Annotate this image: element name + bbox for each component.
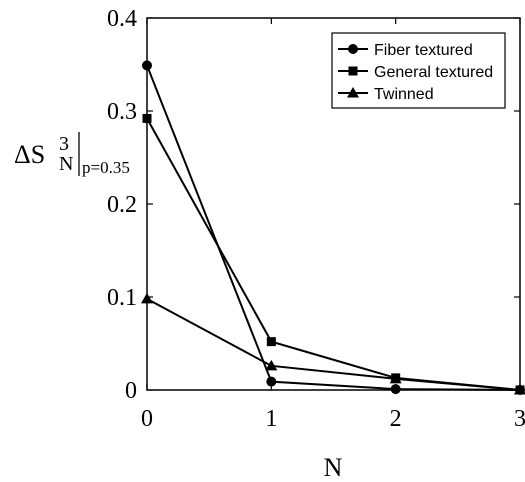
series-layer [141, 60, 525, 395]
legend-item-general-textured: General textured [338, 64, 493, 81]
legend-label: Twinned [374, 86, 434, 103]
data-point-general-textured [266, 337, 276, 347]
y-axis-ticks: 0 0.1 0.2 0.3 0.4 [107, 6, 520, 404]
series-line-twinned [146, 297, 521, 391]
legend: Fiber textured General textured Twinned [331, 32, 506, 109]
y-axis-label: ΔS 3 N p=0.35 [14, 132, 130, 177]
legend-marker [348, 44, 358, 54]
legend-item-fiber-textured: Fiber textured [338, 42, 473, 59]
y-tick-label: 0.3 [107, 99, 137, 125]
y-tick-label: 0 [125, 378, 137, 404]
y-axis-label-superscript: 3 [59, 133, 69, 155]
data-point-twinned [514, 384, 525, 395]
series-general-textured [142, 113, 525, 395]
y-tick-label: 0.1 [107, 285, 137, 311]
legend-marker [348, 66, 358, 76]
data-point-twinned [389, 372, 402, 384]
data-point-general-textured [142, 113, 152, 123]
legend-item-twinned: Twinned [338, 86, 434, 103]
x-axis-ticks: 0 1 2 3 [141, 18, 525, 432]
data-point-twinned [141, 292, 153, 304]
x-tick-label: 0 [141, 406, 153, 432]
x-tick-label: 3 [514, 406, 525, 432]
data-point-twinned [265, 359, 278, 371]
y-tick-label: 0.2 [107, 192, 137, 218]
data-point-fiber-textured [266, 376, 277, 387]
x-tick-label: 2 [390, 406, 402, 432]
legend-box [331, 32, 506, 109]
y-axis-label-subscript: N [59, 153, 73, 175]
data-point-fiber-textured [142, 60, 152, 71]
y-tick-label: 0.4 [107, 6, 137, 32]
x-tick-label: 1 [265, 406, 277, 432]
legend-label: General textured [374, 64, 493, 81]
x-axis-label: N [324, 453, 343, 482]
series-line-general-textured [146, 117, 521, 391]
legend-items: Fiber textured General textured Twinned [338, 42, 493, 103]
series-fiber-textured [142, 60, 525, 395]
legend-marker [347, 87, 359, 98]
y-axis-label-condition: p=0.35 [82, 158, 130, 177]
legend-label: Fiber textured [374, 42, 473, 59]
series-twinned [141, 292, 525, 395]
data-point-fiber-textured [390, 384, 401, 395]
series-line-fiber-textured [146, 65, 521, 391]
y-axis-label-base: ΔS [14, 140, 45, 169]
